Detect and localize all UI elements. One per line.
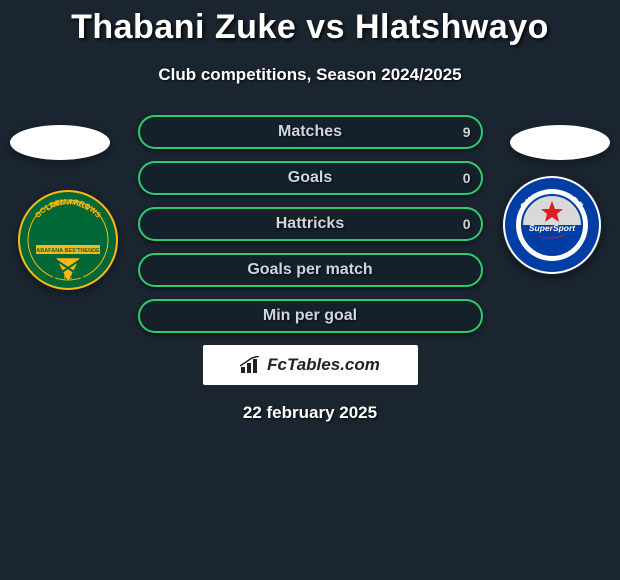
- watermark-text: FcTables.com: [267, 355, 380, 375]
- stat-value-right: 0: [463, 170, 471, 186]
- svg-text:FC: FC: [64, 275, 73, 281]
- club-crest-left: LAMONTVILLE LAMONTVILLE GOLDEN ARROWS AB…: [18, 190, 118, 290]
- stats-list: Matches 9 Goals 0 Hattricks 0 Goals per …: [138, 115, 483, 333]
- stat-row-hattricks: Hattricks 0: [138, 207, 483, 241]
- club-crest-right: SUPERSPORT UNITED FC SuperSport: [502, 175, 602, 275]
- stat-label: Min per goal: [263, 307, 357, 325]
- stat-row-matches: Matches 9: [138, 115, 483, 149]
- stat-row-min-per-goal: Min per goal: [138, 299, 483, 333]
- stat-label: Goals per match: [247, 261, 372, 279]
- stat-label: Matches: [278, 123, 342, 141]
- stat-row-goals-per-match: Goals per match: [138, 253, 483, 287]
- supersport-united-crest-icon: SUPERSPORT UNITED FC SuperSport: [502, 175, 602, 275]
- golden-arrows-crest-icon: LAMONTVILLE LAMONTVILLE GOLDEN ARROWS AB…: [18, 190, 118, 290]
- subtitle: Club competitions, Season 2024/2025: [0, 65, 620, 85]
- date-text: 22 february 2025: [0, 403, 620, 423]
- player-photo-right: [510, 125, 610, 160]
- player-photo-left: [10, 125, 110, 160]
- watermark: FcTables.com: [203, 345, 418, 385]
- comparison-panel: LAMONTVILLE LAMONTVILLE GOLDEN ARROWS AB…: [0, 115, 620, 423]
- stat-row-goals: Goals 0: [138, 161, 483, 195]
- stat-value-right: 0: [463, 216, 471, 232]
- svg-text:ABAFANA BES'THENDE: ABAFANA BES'THENDE: [36, 248, 100, 254]
- page-title: Thabani Zuke vs Hlatshwayo: [0, 0, 620, 47]
- stat-label: Goals: [288, 169, 332, 187]
- stat-label: Hattricks: [276, 215, 344, 233]
- bar-chart-icon: [240, 356, 262, 374]
- stat-value-right: 9: [463, 124, 471, 140]
- svg-text:SuperSport: SuperSport: [529, 223, 576, 233]
